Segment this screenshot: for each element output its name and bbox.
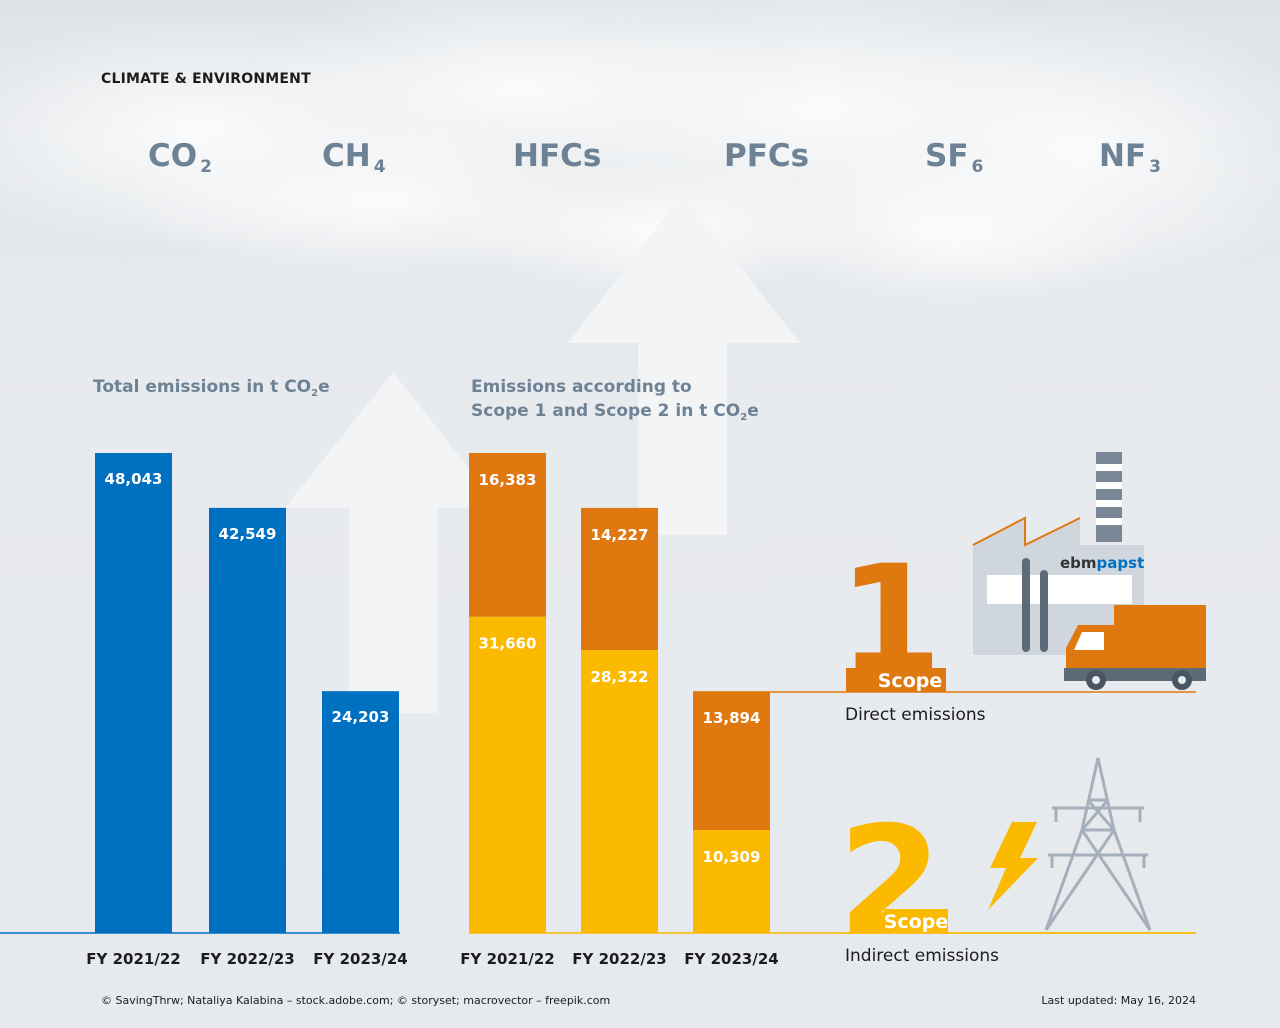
scope1-legend: 1 Scope ebmpapst — [770, 452, 1206, 708]
chart1-bar-label: 24,203 — [332, 708, 390, 726]
chart1-bar-label: 48,043 — [105, 470, 163, 488]
lightning-icon — [988, 822, 1038, 910]
gas-label-sf6: SF 6 — [925, 138, 984, 177]
chart1-bar — [322, 691, 399, 933]
last-updated: Last updated: May 16, 2024 — [1041, 994, 1196, 1007]
chart1-bar-label: 42,549 — [219, 525, 277, 543]
gas-label-nf3: NF 3 — [1099, 138, 1161, 177]
chart2-bar-segment — [581, 507, 658, 651]
chart2-tick-label: FY 2023/24 — [684, 950, 778, 968]
chart2-bars: 31,660 16,383 FY 2021/22 28,322 14,227 FY 202… — [460, 453, 779, 968]
chart1-tick-label: FY 2023/24 — [313, 950, 407, 968]
brand-logo: ebmpapst — [1060, 554, 1144, 572]
chart1-bar — [95, 453, 172, 933]
chart1-tick-label: FY 2022/23 — [200, 950, 294, 968]
power-tower-icon — [1044, 757, 1152, 931]
chart2-bar-label: 28,322 — [591, 668, 649, 686]
section-label: CLIMATE & ENVIRONMENT — [101, 71, 311, 87]
chart1-title: Total emissions in t CO2e — [93, 377, 330, 399]
clouds — [0, 0, 1280, 310]
chart2-bar-label: 10,309 — [703, 848, 761, 866]
chart1-bar — [209, 507, 286, 933]
chart2-title: Emissions according to Scope 1 and Scope… — [471, 375, 759, 426]
chart2-title-line1: Emissions according to — [471, 377, 692, 397]
chart2-bar-segment — [469, 616, 546, 933]
chart2-bar-segment — [693, 691, 770, 831]
factory-truck-icon: ebmpapst — [972, 452, 1206, 690]
gas-label-pfcs: PFCs — [724, 138, 810, 174]
gas-label-hfcs: HFCs — [513, 138, 602, 174]
chart2-bar-label: 16,383 — [479, 471, 537, 489]
scope1-word: Scope — [878, 670, 943, 692]
image-credits: © SavingThrw; Nataliya Kalabina – stock.… — [101, 994, 611, 1007]
scope2-number: 2 — [838, 795, 942, 969]
chart2-bar-label: 14,227 — [591, 526, 649, 544]
scope2-description: Indirect emissions — [845, 946, 1000, 966]
gas-label-co2: CO 2 — [148, 138, 212, 177]
chart1-bars: 48,043 FY 2021/22 42,549 FY 2022/23 24,203 FY… — [86, 453, 408, 968]
chart2-tick-label: FY 2022/23 — [572, 950, 666, 968]
chart2-bar-label: 13,894 — [703, 709, 761, 727]
chart2-tick-label: FY 2021/22 — [460, 950, 554, 968]
scope1-tag — [846, 668, 946, 692]
arrows — [285, 193, 800, 713]
scope2-word: Scope — [884, 911, 949, 933]
gas-label-ch4: CH 4 — [322, 138, 386, 177]
chart2-bar-segment — [581, 650, 658, 933]
chart2-bar-label: 31,660 — [479, 635, 537, 653]
scope2-legend: 2 Scope — [838, 757, 1196, 969]
chart2-bar-segment — [693, 830, 770, 933]
chart1-tick-label: FY 2021/22 — [86, 950, 180, 968]
scope2-tag — [884, 909, 948, 933]
scope1-description: Direct emissions — [845, 705, 986, 725]
chart2-title-line2: Scope 1 and Scope 2 in t CO2e — [471, 401, 759, 423]
chart2-bar-segment — [469, 453, 546, 617]
